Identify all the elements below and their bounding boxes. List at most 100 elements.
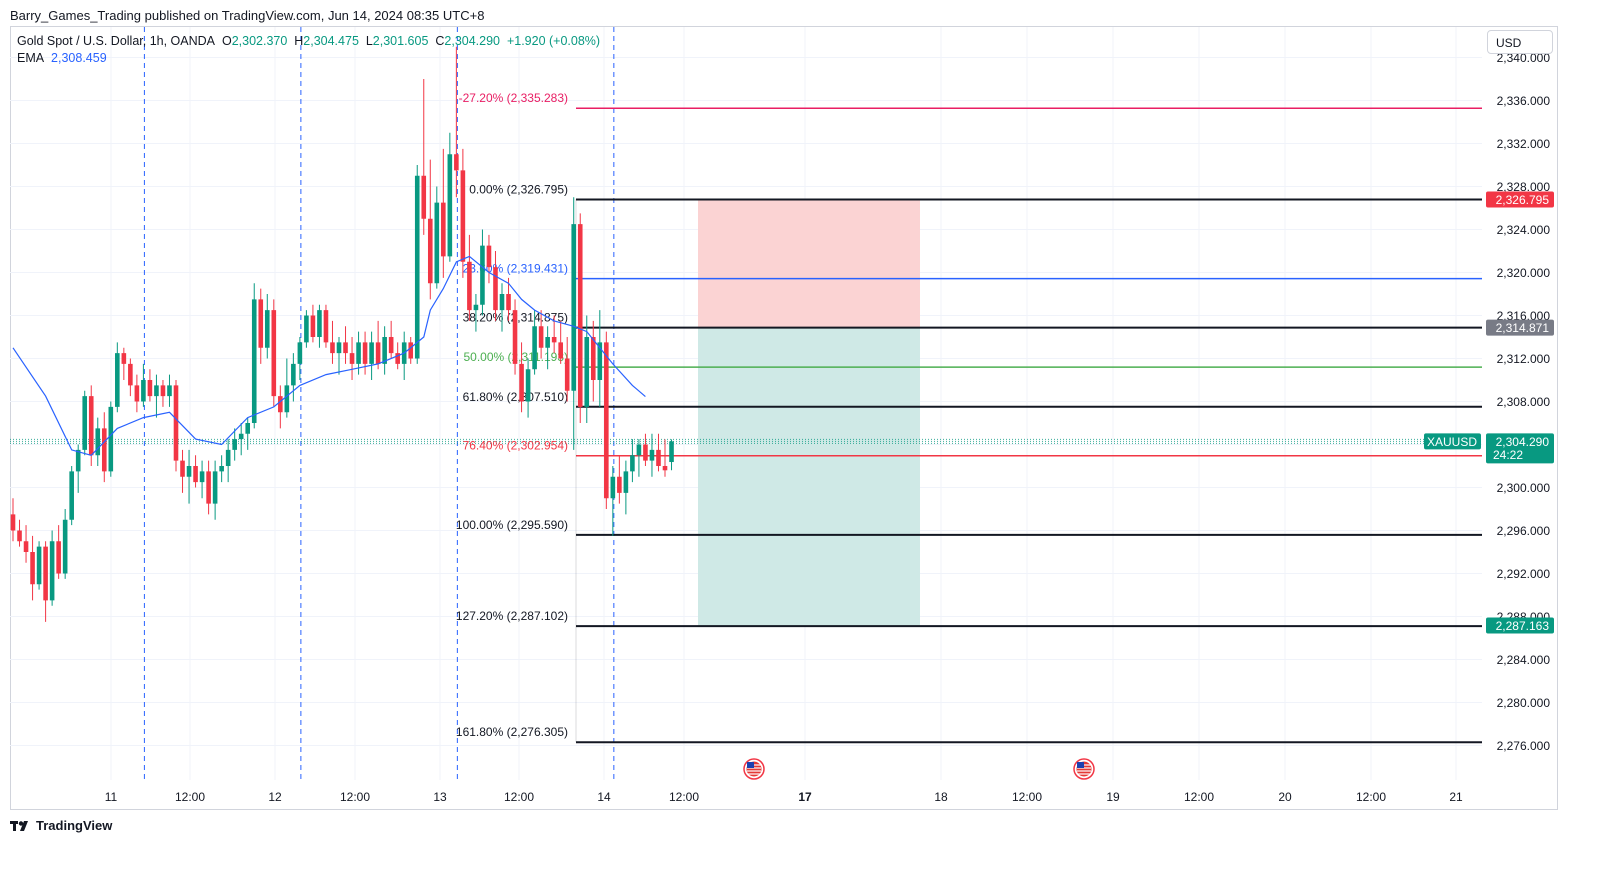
candle-body <box>617 476 622 493</box>
us-flag-icon[interactable] <box>1073 758 1095 780</box>
candle-body <box>206 471 211 504</box>
y-tick-label: 2,276.000 <box>1497 739 1551 753</box>
y-tick-label: 2,332.000 <box>1497 137 1551 151</box>
ema-value: 2,308.459 <box>51 51 107 65</box>
symbol-legend[interactable]: Gold Spot / U.S. Dollar, 1h, OANDA O2,30… <box>17 34 600 48</box>
candle-body <box>82 396 88 450</box>
fib-level-label: 161.80% (2,276.305) <box>456 725 568 739</box>
candle-body <box>128 363 133 386</box>
candle-body <box>408 342 414 359</box>
candle-body <box>186 466 192 477</box>
x-tick-label: 12:00 <box>1356 790 1386 804</box>
candle-body <box>115 353 120 407</box>
us-flag-icon[interactable] <box>743 758 765 780</box>
low-label: L <box>365 34 373 48</box>
candle-body <box>467 261 472 311</box>
y-tick-label: 2,284.000 <box>1497 653 1551 667</box>
candle-body <box>395 353 400 364</box>
candle-body <box>297 342 303 364</box>
y-tick-label: 2,292.000 <box>1497 567 1551 581</box>
candle-body <box>147 380 153 397</box>
open-value: 2,302.370 <box>231 34 288 48</box>
candle-body <box>43 546 48 601</box>
current-price-reference <box>10 438 1482 444</box>
candle-body <box>330 342 335 354</box>
current-price-tag-bg <box>1486 433 1554 464</box>
candle-body <box>219 466 224 472</box>
candle-body <box>173 385 179 461</box>
candle-body <box>271 310 277 397</box>
candle-body <box>382 337 387 364</box>
close-value: 2,304.290 <box>444 34 500 48</box>
candle-body <box>245 423 251 434</box>
candle-body <box>577 224 583 407</box>
candle-body <box>251 299 257 423</box>
candle-body <box>180 460 185 477</box>
candle-body <box>212 471 218 504</box>
x-tick-label: 20 <box>1278 790 1292 804</box>
price-tags: 2,326.795 2,314.871 2,287.163 2,304.29024:2… <box>1424 191 1554 634</box>
candle-body <box>460 170 466 262</box>
x-tick-label: 19 <box>1106 790 1120 804</box>
y-tick-label: 2,296.000 <box>1497 524 1551 538</box>
price-tag-bg <box>1486 617 1554 634</box>
take-profit-zone <box>698 327 920 626</box>
candle-body <box>62 519 68 574</box>
candle-body <box>643 444 648 461</box>
candle-body <box>154 385 159 397</box>
candle-body <box>558 342 563 359</box>
candle-body <box>121 353 127 364</box>
candle-body <box>343 342 348 354</box>
candle-body <box>134 385 140 402</box>
x-tick-label: 12:00 <box>1012 790 1042 804</box>
candle-body <box>291 363 296 386</box>
candles <box>10 46 674 622</box>
price-tag-text: 2,287.163 <box>1496 619 1550 633</box>
candle-body <box>17 530 22 542</box>
footer-brand[interactable]: TradingView <box>10 818 112 833</box>
currency-button[interactable]: USD <box>1487 30 1553 54</box>
x-tick-label: 12:00 <box>340 790 370 804</box>
high-value: 2,304.475 <box>303 34 359 48</box>
y-tick-label: 2,320.000 <box>1497 266 1551 280</box>
candle-body <box>604 342 609 499</box>
symbol-tag-bg <box>1424 433 1481 450</box>
candle-body <box>10 514 16 531</box>
candle-body <box>630 455 635 472</box>
chart-frame[interactable] <box>10 26 1558 810</box>
candle-body <box>323 310 329 343</box>
event-icons <box>743 758 1095 780</box>
y-tick-label: 2,324.000 <box>1497 223 1551 237</box>
y-tick-label: 2,328.000 <box>1497 180 1551 194</box>
stop-loss-zone <box>698 199 920 328</box>
candle-body <box>525 369 531 402</box>
candle-body <box>317 310 322 337</box>
candle-body <box>225 449 231 466</box>
candle-body <box>375 342 381 364</box>
candle-body <box>56 541 61 574</box>
ema-legend[interactable]: EMA 2,308.459 <box>17 51 107 65</box>
price-tag-text: 2,314.871 <box>1496 321 1550 335</box>
candle-body <box>356 342 361 364</box>
candle-body <box>480 245 485 305</box>
y-tick-label: 2,280.000 <box>1497 696 1551 710</box>
candle-body <box>160 385 166 397</box>
candle-body <box>590 337 596 380</box>
candle-body <box>310 315 316 337</box>
candle-body <box>584 337 590 407</box>
symbol-title: Gold Spot / U.S. Dollar, 1h, OANDA <box>17 34 215 48</box>
candle-body <box>486 245 492 268</box>
candle-body <box>69 471 74 520</box>
candle-body <box>193 466 198 483</box>
candle-body <box>336 342 342 354</box>
candle-body <box>101 428 107 472</box>
candle-body <box>669 441 674 463</box>
candle-body <box>551 337 557 343</box>
fib-level-label: 76.40% (2,302.954) <box>463 439 568 453</box>
candle-body <box>427 218 433 284</box>
x-tick-label: 18 <box>934 790 948 804</box>
ema-polyline <box>12 255 646 456</box>
candle-body <box>238 433 244 440</box>
candle-body <box>434 202 440 284</box>
